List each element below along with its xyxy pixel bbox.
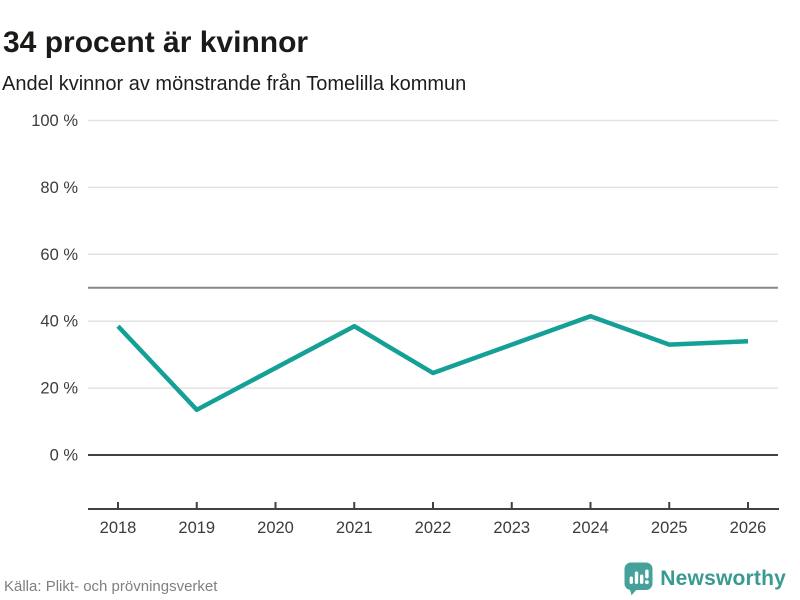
y-tick-label: 60 % — [40, 246, 78, 264]
y-tick-label: 80 % — [40, 179, 78, 197]
y-tick-label: 20 % — [40, 380, 78, 398]
x-tick-label: 2022 — [415, 519, 452, 537]
source-note: Källa: Plikt- och prövningsverket — [4, 578, 218, 595]
chart-subtitle: Andel kvinnor av mönstrande från Tomelil… — [2, 73, 467, 95]
x-tick-label: 2021 — [336, 519, 373, 537]
x-tick-label: 2019 — [178, 519, 215, 537]
x-tick-label: 2020 — [257, 519, 294, 537]
newsworthy-logo-text: Newsworthy — [660, 567, 786, 590]
bar-chart-speech-bubble-icon — [624, 562, 653, 596]
x-tick-label: 2023 — [493, 519, 530, 537]
newsworthy-logo[interactable]: Newsworthy — [624, 562, 786, 596]
y-tick-label: 0 % — [50, 447, 79, 465]
x-tick-label: 2026 — [730, 519, 767, 537]
y-tick-label: 40 % — [40, 313, 78, 331]
x-tick-label: 2024 — [572, 519, 609, 537]
data-line — [116, 313, 749, 413]
x-tick-label: 2018 — [100, 519, 137, 537]
x-tick-label: 2025 — [651, 519, 688, 537]
page-title: 34 procent är kvinnor — [3, 26, 309, 60]
y-tick-label: 100 % — [31, 112, 78, 130]
